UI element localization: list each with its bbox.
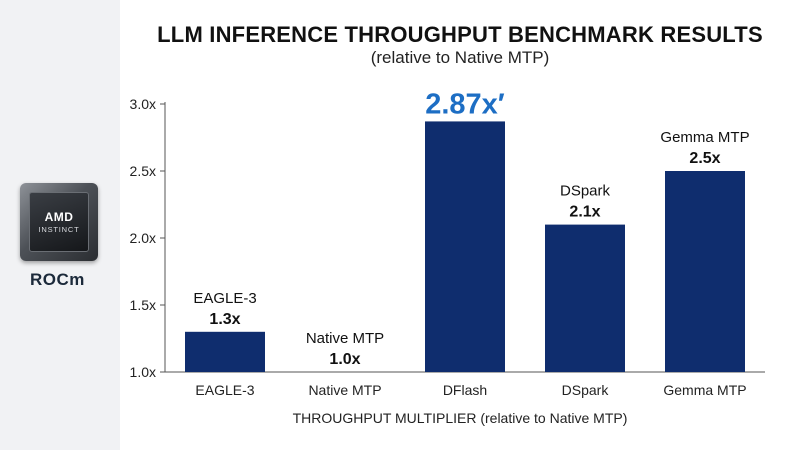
amd-instinct-chip-icon: AMD INSTINCT bbox=[20, 183, 98, 261]
chip-sub-label: INSTINCT bbox=[38, 225, 80, 234]
bar bbox=[665, 171, 745, 372]
bar bbox=[545, 224, 625, 372]
data-label-value: 2.5x bbox=[689, 150, 720, 167]
chip-die: AMD INSTINCT bbox=[29, 192, 89, 252]
x-tick-label: Gemma MTP bbox=[663, 382, 746, 398]
y-tick-label: 3.0x bbox=[130, 96, 156, 112]
data-label-value: 1.0x bbox=[329, 351, 360, 368]
x-axis-title: THROUGHPUT MULTIPLIER (relative to Nativ… bbox=[292, 410, 628, 426]
data-label-value: 2.1x bbox=[569, 204, 600, 221]
bar bbox=[425, 121, 505, 372]
x-tick-label: DFlash bbox=[443, 382, 487, 398]
y-tick-label: 2.5x bbox=[130, 163, 156, 179]
y-tick-label: 1.0x bbox=[130, 364, 156, 380]
y-tick-label: 2.0x bbox=[130, 230, 156, 246]
data-label-name: Native MTP bbox=[306, 330, 384, 347]
x-tick-label: DSpark bbox=[562, 382, 610, 398]
chart-title: LLM INFERENCE THROUGHPUT BENCHMARK RESUL… bbox=[157, 22, 763, 47]
y-tick-label: 1.5x bbox=[130, 297, 156, 313]
data-label-highlight: 2.87x′ bbox=[425, 88, 505, 120]
data-label-name: EAGLE-3 bbox=[193, 290, 256, 307]
x-tick-label: Native MTP bbox=[308, 382, 381, 398]
data-label-value: 1.3x bbox=[209, 311, 240, 328]
rocm-logo: ROCm bbox=[30, 270, 85, 289]
chip-brand-label: AMD bbox=[44, 210, 74, 224]
chart-subtitle: (relative to Native MTP) bbox=[370, 48, 550, 67]
x-tick-label: EAGLE-3 bbox=[195, 382, 254, 398]
data-label-name: Gemma MTP bbox=[660, 129, 749, 146]
bar bbox=[185, 331, 265, 372]
side-panel: AMD INSTINCT ROCm bbox=[0, 0, 120, 450]
data-label-name: DSpark bbox=[560, 183, 611, 200]
